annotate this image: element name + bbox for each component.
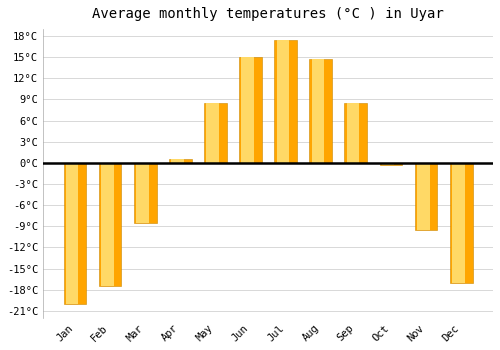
Bar: [101, 163, 114, 286]
Bar: [310, 59, 332, 163]
Bar: [242, 57, 254, 163]
Bar: [452, 163, 464, 283]
Bar: [276, 40, 289, 163]
Title: Average monthly temperatures (°C ) in Uyar: Average monthly temperatures (°C ) in Uy…: [92, 7, 444, 21]
Bar: [204, 103, 227, 163]
Bar: [98, 163, 122, 286]
Bar: [347, 103, 360, 163]
Bar: [172, 159, 184, 163]
Bar: [450, 163, 472, 283]
Bar: [169, 159, 192, 163]
Bar: [134, 163, 156, 223]
Bar: [344, 103, 368, 163]
Bar: [66, 163, 78, 304]
Bar: [417, 163, 430, 230]
Bar: [274, 40, 297, 163]
Bar: [64, 163, 86, 304]
Bar: [312, 59, 324, 163]
Bar: [414, 163, 438, 230]
Bar: [380, 163, 402, 165]
Bar: [239, 57, 262, 163]
Bar: [136, 163, 148, 223]
Bar: [382, 163, 394, 165]
Bar: [206, 103, 219, 163]
